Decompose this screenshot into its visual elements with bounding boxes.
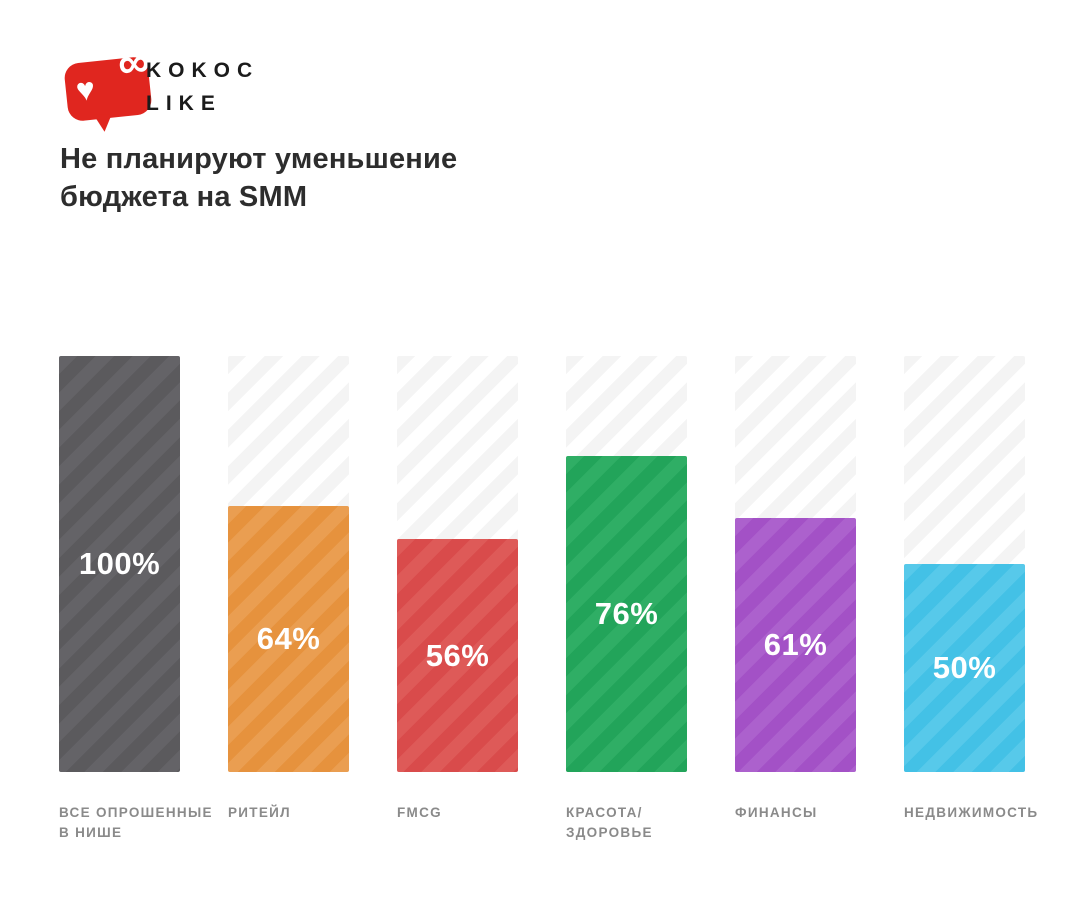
- bar-column: 100% ВСЕ ОПРОШЕННЫЕ В НИШЕ: [59, 356, 213, 843]
- logo-wordmark-line2: LIKE: [146, 92, 222, 115]
- bar-category-label-line: КРАСОТА/: [566, 805, 643, 820]
- bar-column: 56% FMCG: [397, 356, 518, 843]
- bar-category-label: ВСЕ ОПРОШЕННЫЕ В НИШЕ: [59, 803, 213, 843]
- bar-category-label: ФИНАНСЫ: [735, 803, 856, 823]
- bar-track: 61%: [735, 356, 856, 772]
- bar-category-label-line: ЗДОРОВЬЕ: [566, 825, 653, 840]
- page-title-line1: Не планируют уменьшение: [60, 143, 458, 175]
- page-title: Не планируют уменьшение бюджета на SMM: [60, 140, 457, 216]
- bar-track: 64%: [228, 356, 349, 772]
- bar-value-label: 56%: [425, 637, 490, 673]
- bar-column: 50% НЕДВИЖИМОСТЬ: [904, 356, 1039, 843]
- bar-category-label-line: FMCG: [397, 805, 442, 820]
- bar-value-label: 64%: [256, 620, 321, 656]
- logo: ♥ ∞ KOKOC LIKE: [58, 37, 318, 138]
- bar-fill: 61%: [735, 518, 856, 772]
- bar-category-label: НЕДВИЖИМОСТЬ: [904, 803, 1039, 823]
- bar-column: 61% ФИНАНСЫ: [735, 356, 856, 843]
- bar-category-label: РИТЕЙЛ: [228, 803, 349, 823]
- speech-bubble-icon: ♥ ∞: [63, 37, 153, 132]
- bar-category-label-line: В НИШЕ: [59, 825, 123, 840]
- bar-category-label-line: ФИНАНСЫ: [735, 805, 818, 820]
- bar-fill: 50%: [904, 564, 1025, 772]
- bar-value-label: 61%: [763, 627, 828, 663]
- bar-fill: 76%: [566, 455, 687, 772]
- bar-value-label: 76%: [594, 595, 659, 631]
- bar-category-label: КРАСОТА/ЗДОРОВЬЕ: [566, 803, 687, 843]
- bar-track: 100%: [59, 356, 180, 772]
- logo-wordmark: KOKOC LIKE: [146, 54, 259, 120]
- bar-category-label-line: РИТЕЙЛ: [228, 805, 291, 820]
- bar-value-label: 100%: [78, 546, 161, 581]
- bar-track: 76%: [566, 356, 687, 772]
- bar-fill: 100%: [59, 356, 180, 772]
- bar-value-label: 50%: [932, 650, 997, 685]
- bar-track: 56%: [397, 356, 518, 772]
- speech-bubble-tail: [93, 114, 112, 132]
- bar-fill: 56%: [397, 539, 518, 772]
- heart-icon: ♥: [74, 70, 97, 109]
- bar-chart: 100% ВСЕ ОПРОШЕННЫЕ В НИШЕ 64% РИТЕЙЛ 56% FMCG…: [59, 356, 1039, 843]
- bar-category-label-line: ВСЕ ОПРОШЕННЫЕ: [59, 805, 213, 820]
- page-title-line2: бюджета на SMM: [60, 181, 308, 213]
- logo-wordmark-line1: KOKOC: [146, 59, 260, 82]
- bar-fill: 64%: [228, 505, 349, 772]
- bar-track: 50%: [904, 356, 1025, 772]
- bar-column: 76% КРАСОТА/ЗДОРОВЬЕ: [566, 356, 687, 843]
- bar-column: 64% РИТЕЙЛ: [228, 356, 349, 843]
- bar-category-label: FMCG: [397, 803, 518, 823]
- bar-category-label-line: НЕДВИЖИМОСТЬ: [904, 805, 1039, 820]
